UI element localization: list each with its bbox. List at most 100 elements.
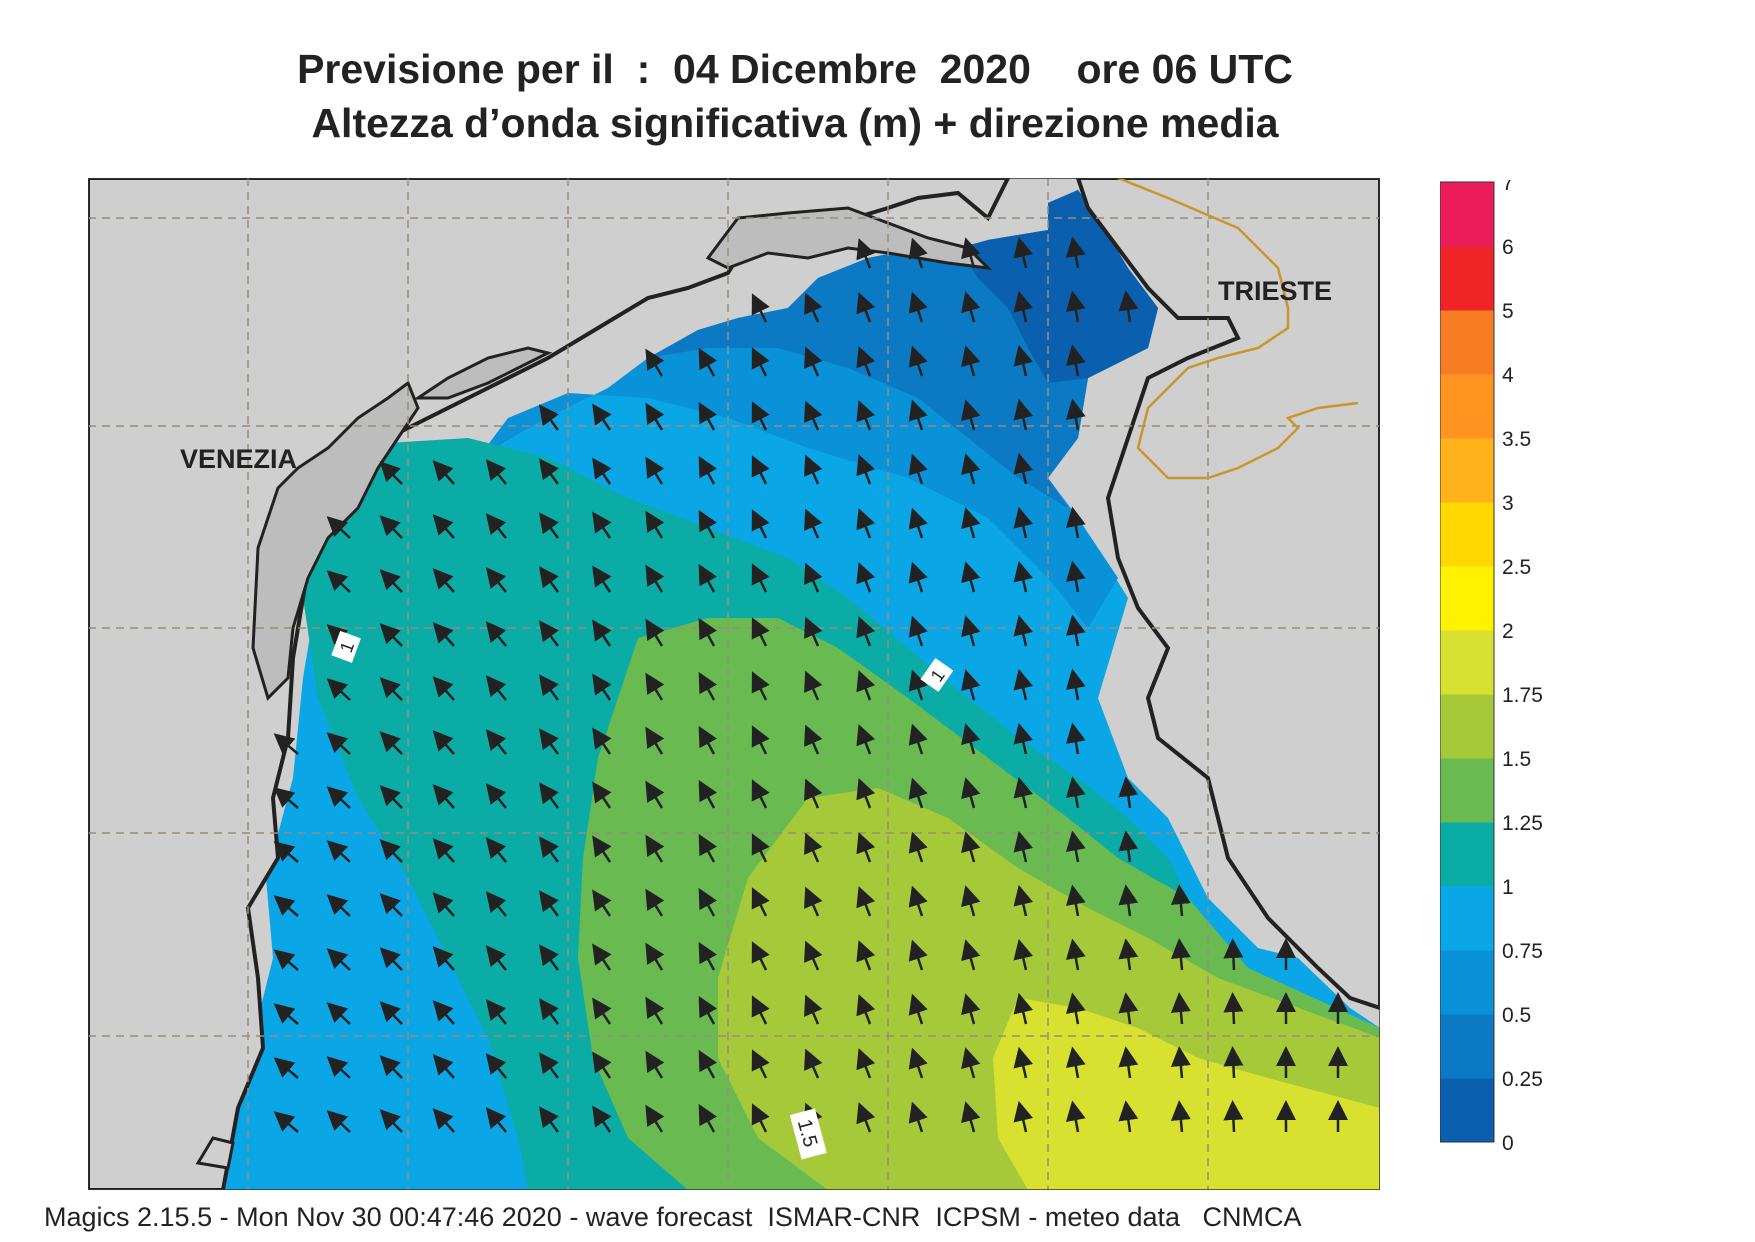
direction-arrow — [1013, 884, 1034, 917]
direction-arrow — [326, 786, 351, 809]
legend-tick-label: 7 — [1502, 180, 1514, 195]
legend-swatch — [1440, 886, 1494, 951]
direction-arrow — [1013, 992, 1034, 1025]
istria-coast-land — [1075, 178, 1380, 1011]
direction-arrow — [1170, 1046, 1191, 1079]
direction-arrow — [856, 886, 876, 917]
direction-arrow — [961, 777, 981, 809]
direction-arrow — [751, 293, 770, 323]
direction-arrow — [1170, 992, 1191, 1025]
legend-swatch — [1440, 950, 1494, 1015]
direction-arrow — [645, 456, 665, 485]
direction-arrow — [751, 617, 770, 647]
legend-tick-label: 5 — [1502, 300, 1514, 323]
legend-tick-label: 1.5 — [1502, 748, 1531, 771]
direction-arrow — [1013, 1100, 1034, 1133]
direction-arrow — [379, 623, 403, 647]
direction-arrow — [961, 669, 981, 701]
direction-arrow — [273, 1003, 299, 1025]
direction-arrow — [751, 401, 770, 431]
direction-arrow — [645, 564, 665, 593]
direction-arrow — [538, 566, 560, 593]
direction-arrow — [645, 726, 665, 755]
direction-arrow — [1118, 776, 1139, 809]
direction-arrow — [908, 291, 928, 323]
direction-arrow — [485, 513, 507, 539]
direction-arrow — [592, 511, 612, 539]
direction-arrow — [698, 509, 718, 539]
direction-arrow — [908, 345, 928, 377]
direction-arrow — [908, 1047, 928, 1079]
direction-arrow — [379, 461, 403, 485]
direction-arrow — [1065, 506, 1086, 539]
legend-swatch — [1440, 182, 1494, 247]
direction-arrow — [804, 670, 823, 701]
direction-arrow — [856, 724, 876, 755]
direction-arrow — [645, 348, 665, 377]
legend-swatch — [1440, 630, 1494, 695]
legend-swatch — [1440, 822, 1494, 887]
direction-arrow — [856, 994, 876, 1025]
direction-arrow — [326, 678, 351, 701]
direction-arrow — [908, 993, 928, 1025]
direction-arrow — [1118, 992, 1139, 1025]
direction-arrow — [645, 402, 665, 431]
direction-arrow — [485, 837, 507, 863]
direction-arrow — [1065, 668, 1086, 701]
legend-frame — [1440, 181, 1495, 1143]
direction-arrow — [485, 783, 507, 809]
direction-arrow — [1013, 344, 1034, 377]
direction-arrow — [645, 672, 665, 701]
direction-arrow — [1065, 236, 1086, 269]
direction-arrow — [538, 782, 560, 809]
direction-arrow — [908, 669, 928, 701]
direction-arrow — [961, 399, 981, 431]
direction-arrow — [379, 569, 403, 593]
direction-arrow — [751, 833, 770, 863]
direction-arrow — [1065, 560, 1086, 593]
direction-arrow — [592, 1105, 612, 1133]
direction-arrow — [698, 671, 718, 701]
direction-arrow — [751, 995, 770, 1025]
direction-arrow — [645, 1050, 665, 1079]
legend-swatch — [1440, 246, 1494, 311]
direction-arrow — [751, 941, 770, 971]
direction-arrow — [432, 892, 455, 917]
wave-height-map: VENEZIA TRIESTE 1 1 1.5 — [88, 178, 1380, 1190]
direction-arrow — [645, 942, 665, 971]
direction-arrow — [1118, 938, 1139, 971]
direction-arrow — [908, 237, 928, 269]
direction-arrow — [961, 561, 981, 593]
direction-arrow — [698, 563, 718, 593]
direction-arrow — [592, 727, 612, 755]
direction-arrow — [379, 1109, 403, 1133]
direction-arrow — [908, 1101, 928, 1133]
direction-arrow — [804, 1048, 823, 1079]
direction-arrow — [538, 404, 560, 431]
direction-arrow — [538, 836, 560, 863]
direction-arrow — [856, 940, 876, 971]
direction-arrow — [961, 453, 981, 485]
direction-arrow — [751, 887, 770, 917]
direction-arrow — [645, 996, 665, 1025]
direction-arrow — [1013, 506, 1034, 539]
direction-arrow — [326, 1110, 351, 1133]
legend-swatch — [1440, 694, 1494, 759]
direction-arrow — [1223, 938, 1244, 971]
direction-arrow — [432, 1000, 455, 1025]
direction-arrow — [1065, 776, 1086, 809]
legend-tick-label: 1.75 — [1502, 684, 1543, 707]
legend-swatch — [1440, 310, 1494, 375]
legend-tick-label: 1.25 — [1502, 812, 1543, 835]
direction-arrow — [698, 887, 718, 917]
direction-arrow — [538, 512, 560, 539]
direction-arrow — [379, 1055, 403, 1079]
direction-arrow — [1065, 992, 1086, 1025]
direction-arrow — [432, 1108, 455, 1133]
direction-arrow — [961, 993, 981, 1025]
direction-arrow — [961, 939, 981, 971]
direction-arrow — [1065, 344, 1086, 377]
direction-arrow — [1118, 1100, 1139, 1133]
direction-arrow — [1170, 1100, 1191, 1133]
direction-arrow — [1013, 830, 1034, 863]
